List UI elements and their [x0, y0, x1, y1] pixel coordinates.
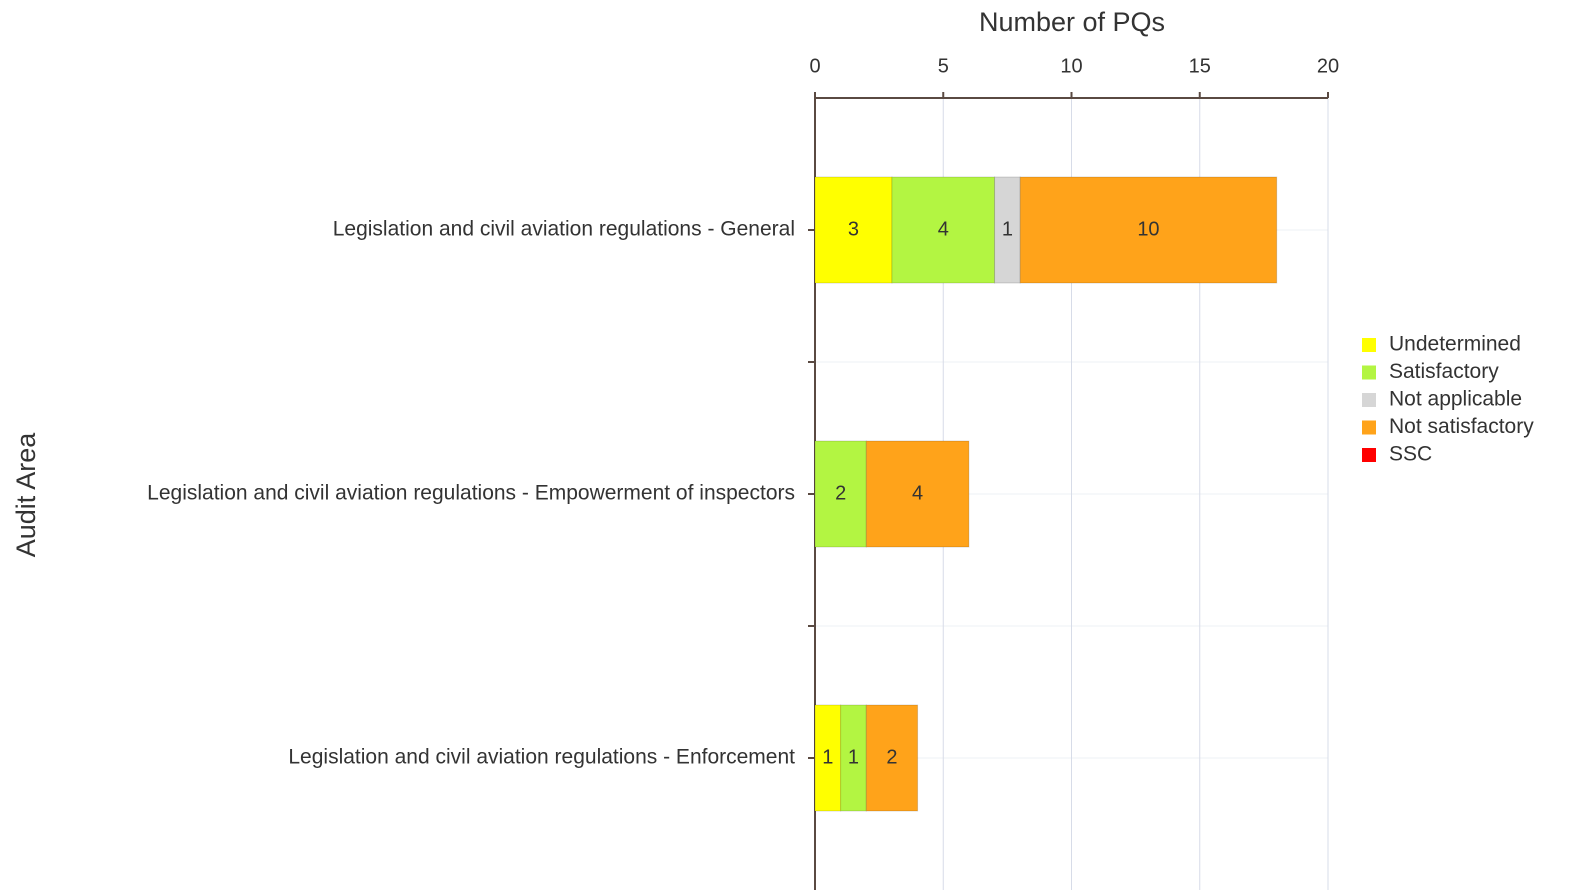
bar-segment: [814, 176, 893, 284]
legend-swatch: [1362, 420, 1376, 435]
x-tick-label: 20: [1317, 55, 1339, 77]
legend-label: Undetermined: [1389, 333, 1521, 356]
chart-title: Number of PQs: [979, 7, 1165, 37]
x-tick-label: 5: [938, 55, 949, 77]
legend-label: Satisfactory: [1389, 360, 1499, 383]
value-label: 1: [1002, 218, 1013, 240]
bar-segment: [840, 704, 867, 812]
value-label: 3: [848, 218, 859, 240]
value-label: 4: [912, 482, 923, 504]
y-tick-label: Legislation and civil aviation regulatio…: [288, 746, 795, 769]
y-tick-label: Legislation and civil aviation regulatio…: [147, 482, 795, 505]
bar-segment: [994, 176, 1021, 284]
value-label: 2: [886, 746, 897, 768]
bar-segment: [814, 440, 867, 548]
legend-label: Not satisfactory: [1389, 415, 1534, 438]
legend-swatch: [1362, 448, 1376, 462]
x-tick-label: 10: [1060, 55, 1082, 77]
y-tick-label: Legislation and civil aviation regulatio…: [333, 218, 795, 241]
x-tick-label: 15: [1189, 55, 1211, 77]
legend-label: Not applicable: [1389, 388, 1522, 411]
legend-label: SSC: [1389, 443, 1432, 466]
bar-segment: [814, 704, 842, 812]
bar-segment: [891, 176, 996, 284]
value-label: 10: [1137, 218, 1159, 240]
legend-swatch: [1362, 365, 1376, 380]
value-label: 2: [835, 482, 846, 504]
value-label: 4: [938, 218, 949, 240]
legend-swatch: [1362, 393, 1376, 407]
bar-segment: [865, 704, 919, 812]
legend-swatch: [1362, 338, 1376, 352]
value-label: 1: [822, 746, 833, 768]
value-label: 1: [848, 746, 859, 768]
x-tick-label: 0: [809, 55, 820, 77]
bar-segment: [865, 440, 970, 548]
bar-segment: [1019, 176, 1278, 284]
y-axis-label: Audit Area: [11, 432, 41, 558]
